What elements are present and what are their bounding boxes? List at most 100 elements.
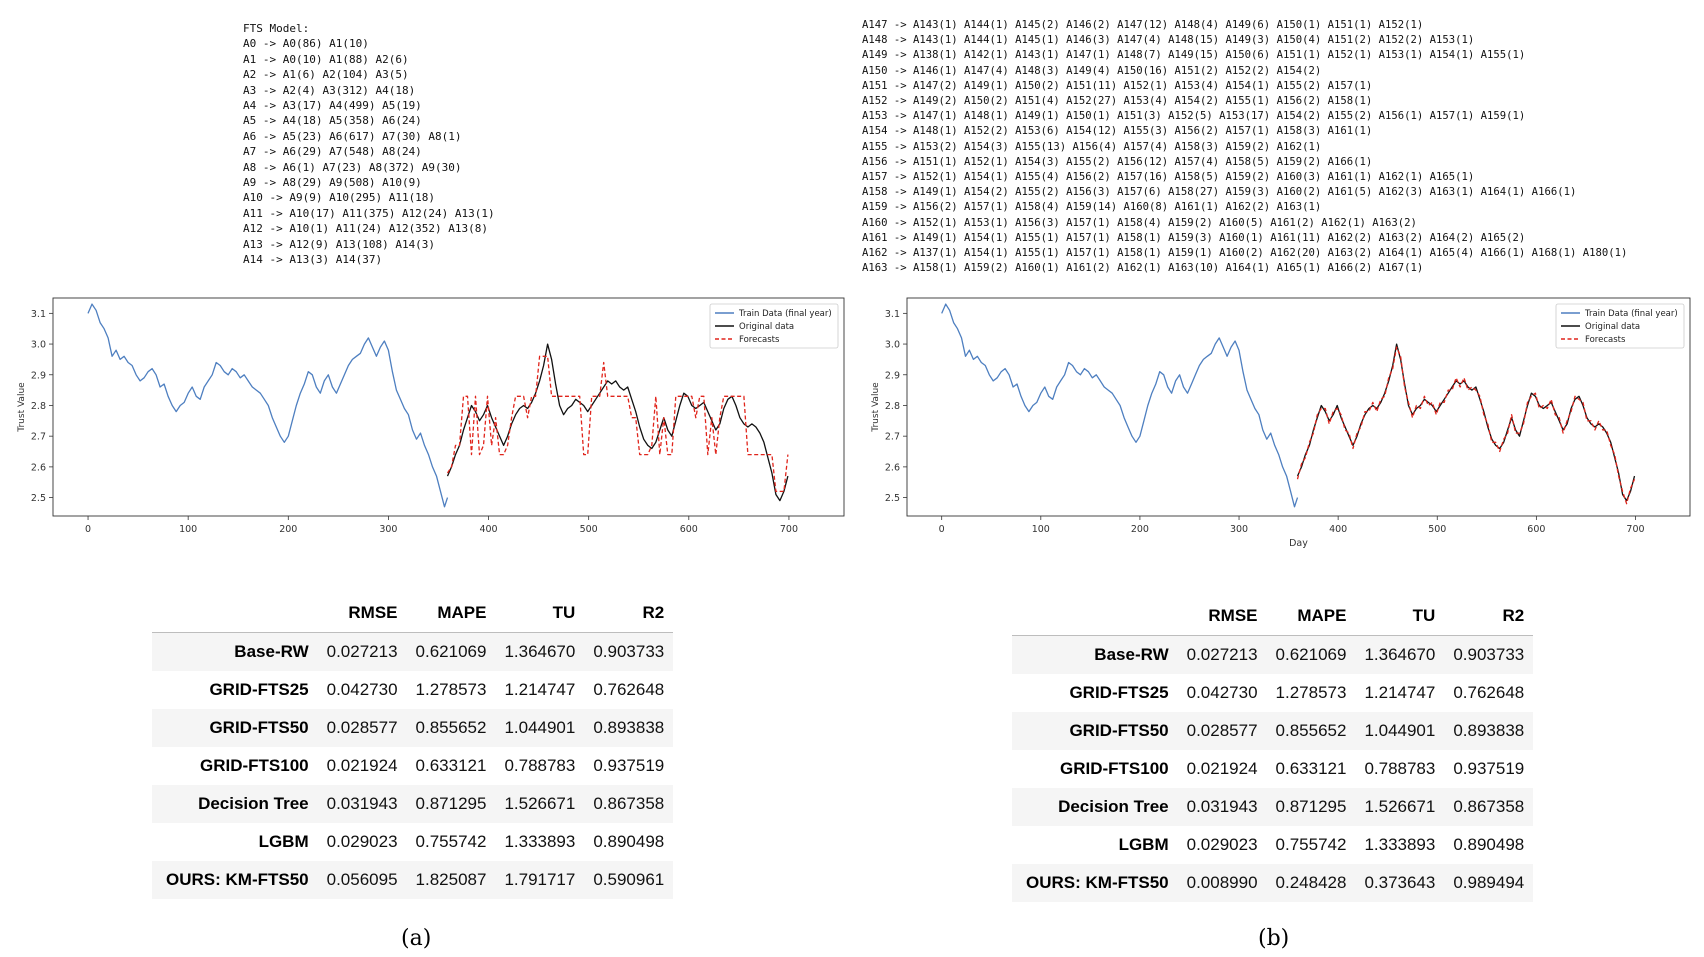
metric-cell: 0.008990 <box>1186 873 1258 892</box>
rule-line: A155 -> A153(2) A154(3) A155(13) A156(4)… <box>862 140 1322 153</box>
rule-line: A13 -> A12(9) A13(108) A14(3) <box>243 237 436 251</box>
rule-line: A1 -> A0(10) A1(88) A2(6) <box>243 52 409 66</box>
x-tick-label: 100 <box>1032 524 1050 535</box>
rule-line: A149 -> A138(1) A142(1) A143(1) A147(1) … <box>862 49 1526 62</box>
row-label: OURS: KM-FTS50 <box>1026 873 1169 892</box>
metric-cell: 0.029023 <box>1186 835 1258 854</box>
metric-cell: 0.867358 <box>593 794 665 813</box>
metric-cell: 0.937519 <box>593 756 665 775</box>
rule-line: A153 -> A147(1) A148(1) A149(1) A150(1) … <box>862 110 1526 123</box>
y-tick-label: 3.1 <box>31 309 46 320</box>
metric-cell: 0.871295 <box>415 794 487 813</box>
table-row: OURS: KM-FTS50 0.008990 0.248428 0.373643 0.… <box>1012 864 1534 902</box>
rule-line: A2 -> A1(6) A2(104) A3(5) <box>243 68 409 82</box>
x-axis-label: Day <box>1289 538 1308 549</box>
metric-cell: 1.333893 <box>1364 835 1436 854</box>
y-tick-label: 2.8 <box>885 401 900 412</box>
table-header-row: RMSE MAPE TU R2 <box>152 594 674 633</box>
rule-line: A7 -> A6(29) A7(548) A8(24) <box>243 145 422 159</box>
rule-line: A150 -> A146(1) A147(4) A148(3) A149(4) … <box>862 64 1322 77</box>
column-header: MAPE <box>406 594 496 633</box>
metric-cell: 0.788783 <box>1364 759 1436 778</box>
rule-line: A4 -> A3(17) A4(499) A5(19) <box>243 99 422 113</box>
series-line <box>1296 343 1636 502</box>
x-tick-label: 400 <box>1329 524 1347 535</box>
x-tick-label: 300 <box>379 524 397 535</box>
metric-cell: 0.871295 <box>1275 797 1347 816</box>
fts-model-rules-a: FTS Model: A0 -> A0(86) A1(10) A1 -> A0(… <box>243 21 495 268</box>
legend-box <box>1555 303 1685 349</box>
metric-cell: 0.903733 <box>593 642 665 661</box>
rule-line: A3 -> A2(4) A3(312) A4(18) <box>243 83 416 97</box>
y-tick-label: 2.7 <box>31 432 46 443</box>
metric-cell: 1.278573 <box>1275 683 1347 702</box>
rule-line: A10 -> A9(9) A10(295) A11(18) <box>243 191 436 205</box>
metric-cell: 0.633121 <box>1275 759 1347 778</box>
row-label: Decision Tree <box>1058 797 1169 816</box>
metric-cell: 0.027213 <box>1186 645 1258 664</box>
metric-cell: 0.867358 <box>1453 797 1525 816</box>
rule-line: A12 -> A10(1) A11(24) A12(352) A13(8) <box>243 222 489 236</box>
metric-cell: 0.590961 <box>593 870 665 889</box>
metric-cell: 1.044901 <box>1364 721 1436 740</box>
y-tick-label: 2.9 <box>885 370 900 381</box>
metric-cell: 0.029023 <box>326 832 398 851</box>
metric-cell: 1.214747 <box>504 680 576 699</box>
metric-cell: 0.855652 <box>1275 721 1347 740</box>
column-header: RMSE <box>317 594 407 633</box>
metric-cell: 0.031943 <box>326 794 398 813</box>
metric-cell: 1.364670 <box>1364 645 1436 664</box>
row-label: GRID-FTS100 <box>199 756 309 775</box>
column-header-blank <box>1012 597 1178 636</box>
metric-cell: 1.526671 <box>1364 797 1436 816</box>
rule-line: A8 -> A6(1) A7(23) A8(372) A9(30) <box>243 160 462 174</box>
y-tick-label: 3.0 <box>31 340 46 351</box>
table-row: OURS: KM-FTS50 0.056095 1.825087 1.791717 0.… <box>152 861 674 899</box>
rule-line: A148 -> A143(1) A144(1) A145(1) A146(3) … <box>862 34 1475 47</box>
x-tick-label: 0 <box>939 524 945 535</box>
table-row: LGBM 0.029023 0.755742 1.333893 0.890498 <box>1012 826 1533 864</box>
x-tick-label: 200 <box>279 524 297 535</box>
metric-cell: 0.373643 <box>1364 873 1436 892</box>
series-line <box>446 355 789 493</box>
row-label: Base-RW <box>234 642 309 661</box>
x-tick-label: 700 <box>1626 524 1644 535</box>
metric-cell: 0.248428 <box>1275 873 1347 892</box>
legend-label: Forecasts <box>1585 335 1626 345</box>
caption-a: (a) <box>401 926 432 951</box>
metric-cell: 0.762648 <box>593 680 665 699</box>
rule-line: A147 -> A143(1) A144(1) A145(2) A146(2) … <box>862 19 1424 31</box>
metric-cell: 0.042730 <box>1186 683 1258 702</box>
y-axis-label: Trust Value <box>871 382 881 433</box>
row-label: GRID-FTS50 <box>1069 721 1169 740</box>
metric-cell: 0.021924 <box>326 756 398 775</box>
table-row: GRID-FTS50 0.028577 0.855652 1.044901 0.8938… <box>1012 712 1534 750</box>
legend-label: Original data <box>739 322 794 332</box>
row-label: Base-RW <box>1094 645 1169 664</box>
x-tick-label: 400 <box>479 524 497 535</box>
metric-cell: 0.621069 <box>415 642 487 661</box>
metric-cell: 0.021924 <box>1186 759 1258 778</box>
x-tick-label: 300 <box>1230 524 1248 535</box>
metrics-table-b: RMSE MAPE TU R2 Base-RW 0.027213 0.621069 1.36… <box>1012 597 1534 902</box>
column-header-blank <box>152 594 318 633</box>
rule-line: A151 -> A147(2) A149(1) A150(2) A151(11)… <box>862 79 1373 92</box>
metric-cell: 1.044901 <box>504 718 576 737</box>
legend-label: Train Data (final year) <box>1584 309 1678 319</box>
rule-line: A6 -> A5(23) A6(617) A7(30) A8(1) <box>243 129 462 143</box>
x-tick-label: 600 <box>680 524 698 535</box>
rule-line: A161 -> A149(1) A154(1) A155(1) A157(1) … <box>862 231 1526 244</box>
metric-cell: 0.937519 <box>1453 759 1525 778</box>
y-tick-label: 2.5 <box>31 493 46 504</box>
metric-cell: 0.056095 <box>326 870 398 889</box>
row-label: LGBM <box>1118 835 1169 854</box>
y-tick-label: 2.5 <box>885 493 900 504</box>
x-tick-label: 0 <box>85 524 91 535</box>
rule-line: A156 -> A151(1) A152(1) A154(3) A155(2) … <box>862 155 1373 168</box>
metric-cell: 0.893838 <box>593 718 665 737</box>
rule-line: A11 -> A10(17) A11(375) A12(24) A13(1) <box>243 206 495 220</box>
row-label: GRID-FTS25 <box>209 680 309 699</box>
rule-line: A158 -> A149(1) A154(2) A155(2) A156(3) … <box>862 186 1577 199</box>
metrics-table-a: RMSE MAPE TU R2 Base-RW 0.027213 0.621069 1.36… <box>152 594 674 899</box>
x-tick-label: 700 <box>780 524 798 535</box>
